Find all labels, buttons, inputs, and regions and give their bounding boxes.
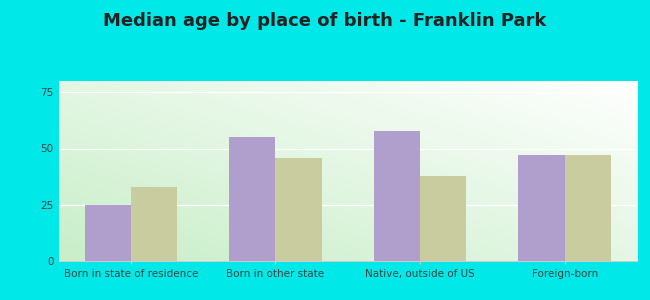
Bar bbox=[84, 205, 131, 261]
Bar bbox=[565, 155, 611, 261]
Bar bbox=[420, 176, 466, 261]
Text: Median age by place of birth - Franklin Park: Median age by place of birth - Franklin … bbox=[103, 12, 547, 30]
Bar bbox=[276, 158, 322, 261]
Bar bbox=[374, 130, 420, 261]
Bar bbox=[229, 137, 276, 261]
Bar bbox=[131, 187, 177, 261]
Bar bbox=[519, 155, 565, 261]
